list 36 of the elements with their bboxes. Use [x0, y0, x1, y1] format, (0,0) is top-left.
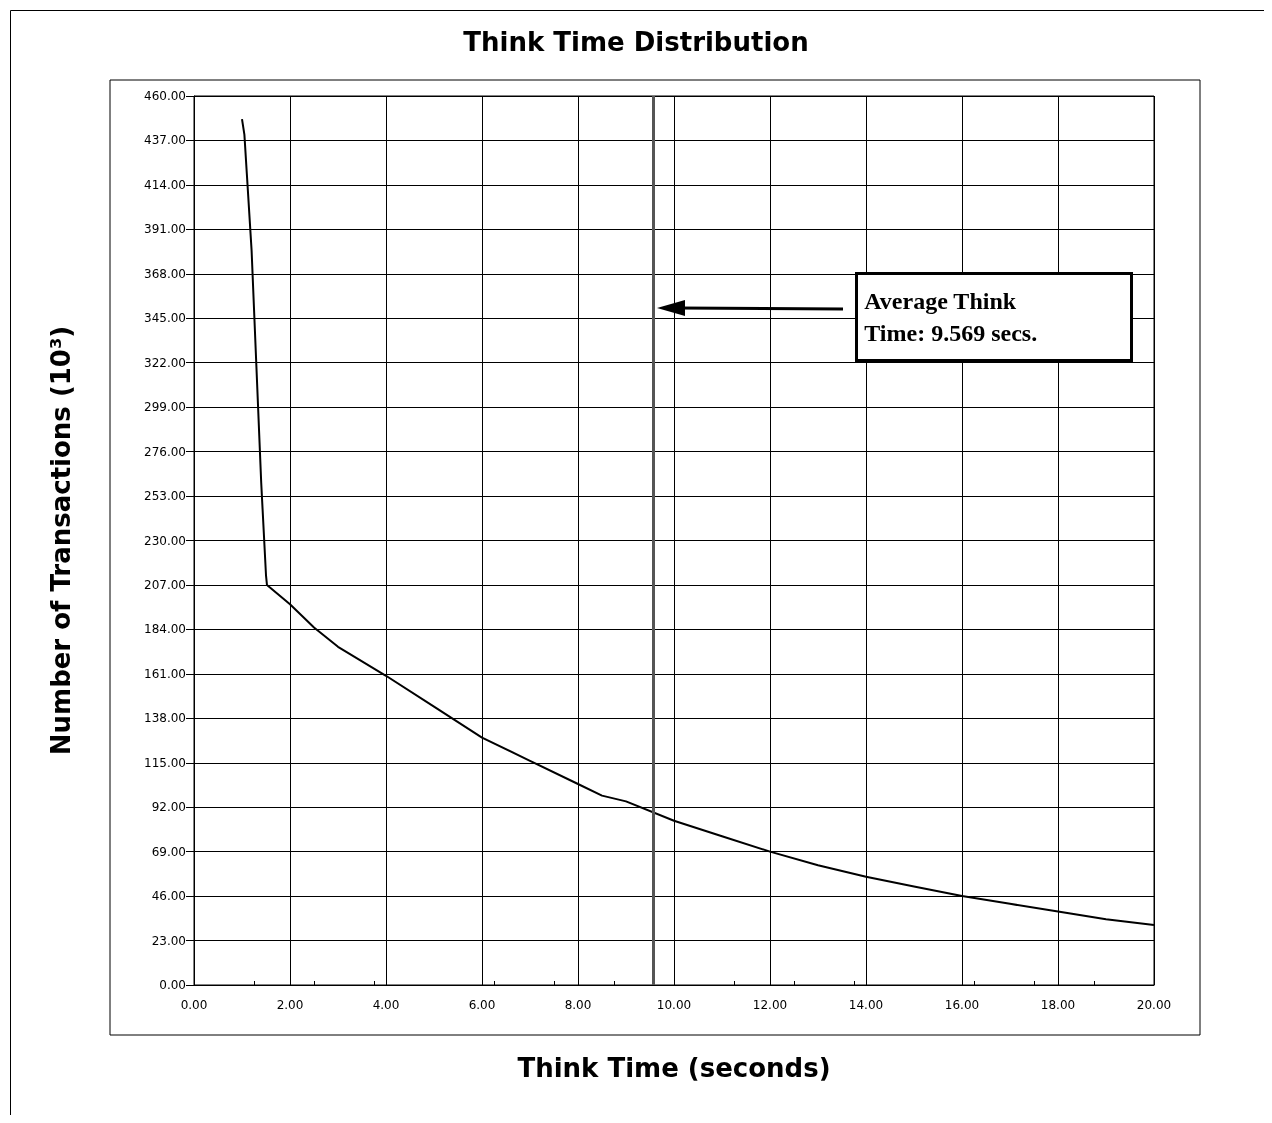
y-axis-title: Number of Transactions (10³): [46, 325, 76, 756]
y-tick-label: 391.00: [144, 222, 186, 237]
y-tick-label: 368.00: [144, 266, 186, 281]
x-axis-title: Think Time (seconds): [517, 1053, 831, 1083]
y-tick-label: 253.00: [144, 489, 186, 504]
y-tick-label: 207.00: [144, 577, 186, 592]
y-tick-label: 92.00: [151, 800, 186, 815]
x-tick-label: 8.00: [564, 998, 592, 1012]
x-tick-label: 2.00: [276, 998, 304, 1012]
chart-title: Think Time Distribution: [463, 27, 809, 57]
y-tick-label: 23.00: [151, 933, 186, 948]
callout-box: Average Think Time: 9.569 secs.: [855, 272, 1134, 362]
y-tick-label: 299.00: [144, 400, 186, 415]
y-tick-label: 69.00: [151, 844, 186, 859]
y-tick-label: 161.00: [144, 666, 186, 681]
x-tick-label: 0.00: [180, 998, 208, 1012]
y-tick-label: 138.00: [144, 711, 186, 726]
x-tick-label: 12.00: [752, 998, 788, 1012]
y-tick-label: 115.00: [144, 755, 186, 770]
y-tick-label: 345.00: [144, 311, 186, 326]
y-tick-label: 230.00: [144, 533, 186, 548]
y-tick-label: 0.00: [159, 978, 186, 992]
y-tick-label: 322.00: [144, 355, 186, 370]
y-tick-label: 437.00: [144, 133, 186, 148]
y-tick-label: 46.00: [151, 889, 186, 904]
y-tick-label: 276.00: [144, 444, 186, 459]
x-tick-label: 18.00: [1040, 998, 1076, 1012]
y-tick-label: 414.00: [144, 177, 186, 192]
x-tick-label: 10.00: [656, 998, 692, 1012]
x-tick-label: 4.00: [372, 998, 400, 1012]
x-tick-label: 20.00: [1136, 998, 1172, 1012]
x-tick-label: 14.00: [848, 998, 884, 1012]
x-tick-label: 16.00: [944, 998, 980, 1012]
y-tick-label: 460.00: [144, 89, 186, 103]
y-tick-label: 184.00: [144, 622, 186, 637]
x-tick-label: 6.00: [468, 998, 496, 1012]
